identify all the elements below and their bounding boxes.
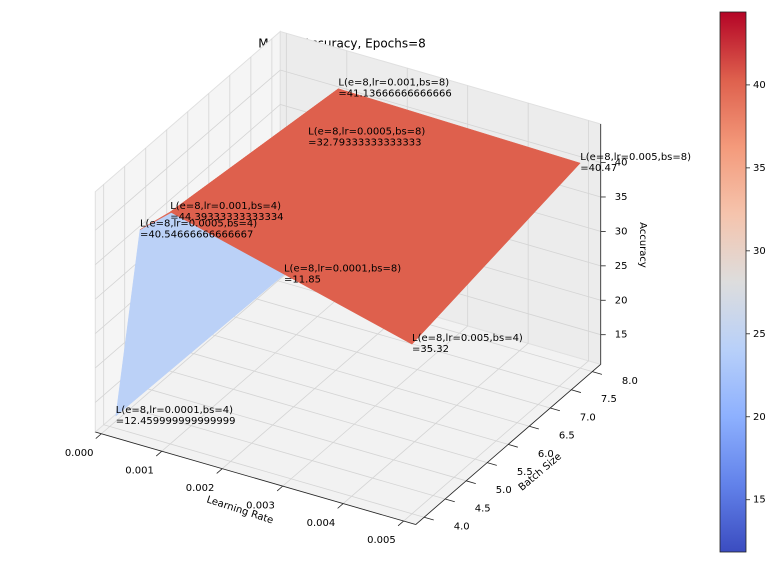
x-tick-label: 0.001 [125, 465, 154, 476]
x-tick-label: 0.003 [246, 500, 275, 511]
value-label: =11.85 [284, 275, 321, 286]
tick-mark [155, 450, 163, 457]
x-tick-label: 0.005 [367, 535, 396, 546]
y-axis [415, 364, 601, 525]
tick-mark [276, 485, 283, 492]
colorbar [719, 11, 747, 553]
colorbar-tick-label: 40 [753, 80, 766, 91]
point-label: L(e=8,lr=0.005,bs=4) [412, 333, 523, 344]
grid-line [103, 184, 425, 518]
value-label: =44.39333333333334 [170, 212, 283, 223]
y-tick-label: 6.0 [538, 449, 554, 460]
value-label: =32.79333333333333 [308, 137, 421, 148]
tick-mark [487, 462, 497, 466]
grid-line [403, 120, 590, 522]
z-axis-label: Accuracy [637, 222, 648, 268]
x-tick-label: 0.004 [307, 518, 336, 529]
point-label: L(e=8,lr=0.001,bs=4) [170, 201, 281, 212]
colorbar-tick-label: 35 [753, 163, 766, 174]
z-tick-label: 30 [615, 226, 628, 237]
tick-mark [508, 444, 518, 448]
grid-line [95, 69, 601, 231]
tick-mark [592, 371, 603, 375]
point-label: L(e=8,lr=0.0005,bs=4) [140, 219, 257, 230]
value-label: =12.459999999999999 [116, 416, 236, 427]
y-tick-label: 7.0 [580, 412, 596, 423]
colorbar-tick-label: 30 [753, 246, 766, 257]
z-tick-label: 15 [615, 330, 628, 341]
tick-mark [466, 480, 476, 484]
tick-mark [216, 468, 223, 474]
value-label: =35.32 [412, 344, 449, 355]
y-tick-label: 5.0 [496, 485, 512, 496]
z-tick-label: 40 [615, 158, 628, 169]
x-axis [95, 431, 416, 525]
tick-mark [529, 425, 539, 430]
point-label: L(e=8,lr=0.0005,bs=8) [308, 126, 425, 137]
y-tick-label: 4.5 [475, 503, 491, 514]
tick-mark [424, 516, 434, 521]
tick-mark [550, 407, 560, 412]
y-tick-label: 4.0 [454, 522, 470, 533]
y-tick-label: 6.5 [559, 431, 575, 442]
colorbar-tick-label: 15 [753, 495, 766, 506]
value-label: =41.13666666666666 [338, 89, 451, 100]
point-label: L(e=8,lr=0.0001,bs=4) [116, 405, 233, 416]
y-tick-label: 7.5 [601, 394, 617, 405]
point-label: L(e=8,lr=0.001,bs=8) [338, 78, 449, 89]
tick-mark [445, 498, 455, 503]
colorbar-tick-label: 20 [753, 412, 766, 423]
value-label: =40.54666666666667 [140, 230, 253, 241]
y-tick-label: 8.0 [622, 376, 638, 387]
value-label: =40.47 [580, 163, 617, 174]
y-tick-label: 5.5 [517, 467, 533, 478]
z-tick-label: 35 [615, 192, 628, 203]
point-label: L(e=8,lr=0.0001,bs=8) [284, 264, 401, 275]
colorbar-tick-label: 25 [753, 329, 766, 340]
x-tick-label: 0.000 [65, 448, 94, 459]
surface-patch [169, 88, 581, 345]
z-tick-label: 25 [615, 261, 628, 272]
z-tick-label: 20 [615, 295, 628, 306]
tick-mark [571, 389, 582, 393]
point-label: L(e=8,lr=0.005,bs=8) [580, 152, 691, 163]
tick-mark [95, 433, 102, 439]
x-tick-label: 0.002 [186, 483, 215, 494]
tick-mark [337, 503, 344, 509]
tick-mark [397, 520, 404, 527]
